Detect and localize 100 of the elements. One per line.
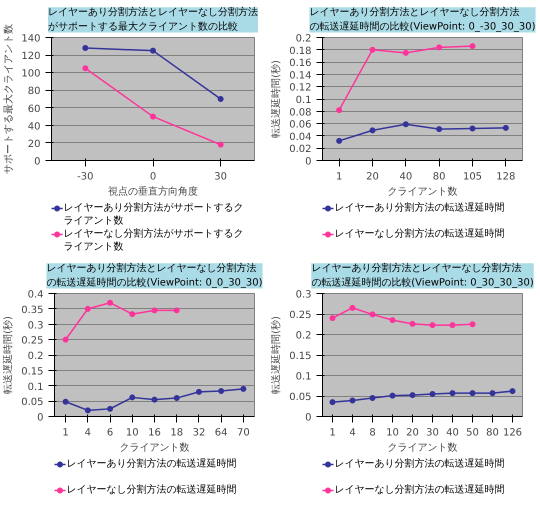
point (510, 388, 516, 394)
legend-label: レイヤーあり分割方法がサポートするクライアント数 (64, 202, 244, 227)
point (152, 396, 158, 403)
point (390, 317, 396, 324)
y-tick-label: 0.2 (296, 330, 312, 342)
x-tick-label: 18 (170, 428, 184, 438)
legend-label: レイヤーなし分割方法の転送遅延時間 (66, 484, 236, 496)
chart-title: レイヤーあり分割方法とレイヤーなし分割方法の転送遅延時間の比較(ViewPoint: 0_0_30_30) (46, 262, 263, 288)
point (370, 311, 376, 318)
x-tick-label: 70 (237, 428, 250, 438)
x-tick-label: 40 (446, 428, 459, 438)
point (174, 307, 180, 314)
point (350, 304, 356, 311)
y-tick-label: 0.05 (21, 397, 44, 408)
x-axis-title: クライアント数 (388, 442, 458, 454)
y-tick-label: 120 (21, 51, 41, 62)
y-tick-label: 0 (305, 156, 312, 168)
y-tick-label: 0.06 (289, 120, 312, 131)
y-tick-label: 0.16 (289, 58, 312, 70)
legend-label: レイヤーあり分割方法の転送遅延時間 (66, 458, 236, 470)
x-axis-title: クライアント数 (388, 186, 458, 198)
point (436, 44, 442, 50)
point (430, 390, 436, 397)
y-tick-label: 0.35 (21, 304, 44, 316)
y-tick-label: 0 (34, 156, 41, 168)
y-tick-label: 0.25 (289, 310, 312, 321)
point (436, 126, 442, 132)
point (336, 107, 342, 114)
point (107, 406, 114, 412)
x-tick-label: 30 (426, 428, 439, 438)
x-tick-label: 105 (462, 172, 482, 182)
x-tick-label: 128 (496, 172, 516, 182)
point (330, 315, 336, 322)
point (470, 43, 476, 50)
y-tick-label: 0.15 (21, 366, 44, 378)
y-axis-title: 転送遅延時間(秒) (270, 316, 282, 394)
y-tick-label: 0.3 (296, 290, 312, 300)
chart-title: レイヤーあり分割方法とレイヤーなし分割方法がサポートする最大クライアント数の比較 (48, 6, 258, 32)
point (490, 390, 496, 396)
y-tick-label: 0.14 (289, 70, 312, 82)
x-tick-label: 80 (432, 172, 446, 182)
x-tick-label: 32 (192, 428, 206, 438)
y-tick-label: 0 (37, 412, 44, 424)
x-tick-label: 4 (349, 428, 356, 438)
y-tick-label: 0.04 (289, 132, 312, 143)
y-tick-label: 0.02 (289, 144, 312, 156)
y-tick-label: 140 (21, 34, 41, 44)
x-tick-label: 16 (148, 428, 161, 438)
y-tick-label: 0.15 (289, 351, 312, 362)
point (84, 407, 91, 414)
y-tick-label: 0.18 (289, 46, 312, 57)
point (470, 390, 476, 396)
x-tick-label: 64 (214, 428, 228, 438)
point (402, 50, 409, 56)
y-axis-title: 転送遅延時間(秒) (270, 60, 282, 138)
x-tick-label: 20 (366, 172, 379, 182)
y-tick-label: 80 (28, 86, 41, 98)
x-tick-label: 126 (502, 428, 522, 438)
x-tick-label: 6 (106, 428, 114, 438)
y-tick-label: 0.1 (296, 372, 312, 382)
x-tick-label: 20 (406, 428, 419, 438)
chart-title: レイヤーあり分割方法とレイヤーなし分割方法の転送遅延時間の比較(ViewPoint: 0_30_30_30) (311, 262, 534, 288)
x-tick-label: 40 (399, 172, 412, 182)
y-tick-label: 60 (28, 104, 41, 115)
legend-label: レイヤーあり分割方法の転送遅延時間 (334, 202, 504, 214)
point (82, 65, 88, 72)
point (62, 398, 69, 405)
point (330, 399, 336, 406)
y-tick-label: 20 (28, 138, 41, 150)
point (450, 390, 456, 396)
point (430, 322, 436, 328)
point (150, 114, 156, 120)
y-axis-title: 転送遅延時間(秒) (2, 316, 14, 394)
point (410, 320, 416, 327)
point (410, 392, 416, 398)
point (129, 394, 136, 400)
y-tick-label: 0.4 (28, 290, 44, 300)
x-tick-label: 10 (386, 428, 399, 438)
point (84, 306, 91, 312)
point (370, 127, 376, 134)
point (218, 388, 224, 394)
y-tick-label: 0.2 (296, 34, 312, 44)
point (240, 386, 246, 392)
point (350, 398, 356, 404)
point (470, 126, 476, 132)
point (152, 307, 158, 314)
x-tick-label: 10 (126, 428, 139, 438)
x-axis-title: 視点の垂直方向角度 (108, 186, 198, 198)
point (336, 138, 342, 144)
point (370, 395, 376, 402)
y-tick-label: 0.3 (28, 320, 44, 332)
point (62, 336, 69, 343)
legend-label: レイヤーなし分割方法がサポートするクライアント数 (64, 228, 244, 253)
point (174, 395, 180, 402)
legend-label: レイヤーなし分割方法の転送遅延時間 (334, 228, 504, 240)
y-tick-label: 0.25 (21, 336, 44, 347)
x-tick-label: 1 (62, 428, 69, 438)
x-tick-label: 1 (329, 428, 336, 438)
x-tick-label: 50 (466, 428, 479, 438)
y-tick-label: 0.08 (289, 107, 312, 118)
